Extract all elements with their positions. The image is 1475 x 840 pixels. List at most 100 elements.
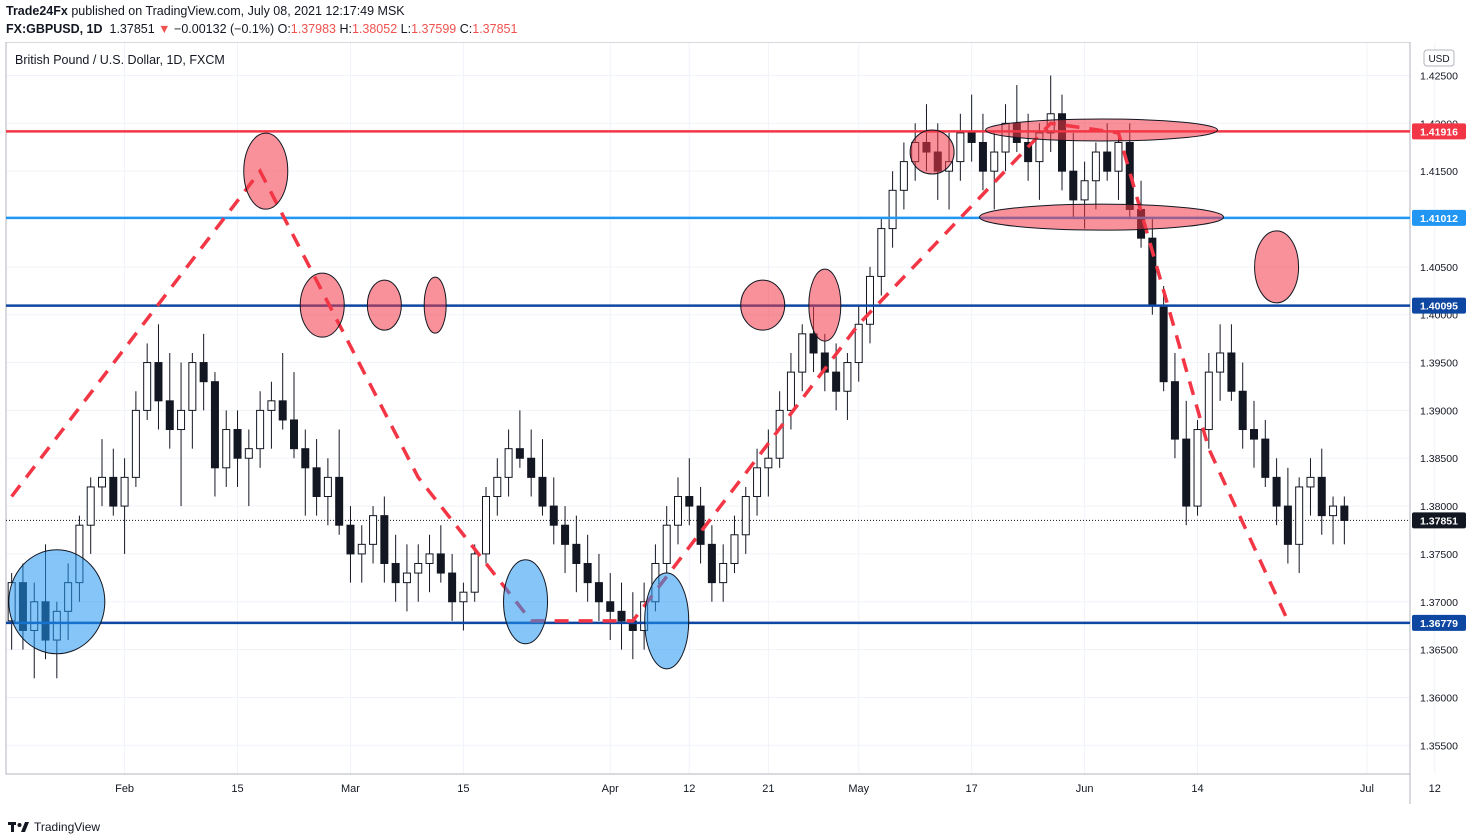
- candle-up: [481, 496, 491, 555]
- candle-up: [990, 151, 999, 172]
- high-label: H:: [339, 22, 352, 36]
- y-tick-label: 1.38500: [1420, 453, 1458, 465]
- close-label: C:: [459, 22, 473, 36]
- low-label: L:: [400, 22, 412, 36]
- last-price-tag: [1412, 512, 1466, 529]
- candle-down: [685, 496, 694, 507]
- y-tick-label: 1.38000: [1420, 501, 1458, 513]
- candle-up: [493, 476, 502, 498]
- close-value: 1.37851: [472, 22, 518, 36]
- x-tick-label: 12: [683, 783, 695, 795]
- chart-title: British Pound / U.S. Dollar, 1D, FXCM: [15, 53, 225, 67]
- candle-down: [109, 476, 118, 507]
- highlight-circle-red: [366, 279, 402, 331]
- candle-up: [1216, 352, 1225, 373]
- candle-up: [504, 448, 513, 478]
- level-tag-label: 1.40095: [1420, 301, 1458, 313]
- x-tick-label: 21: [762, 783, 774, 795]
- candle-down: [335, 476, 344, 526]
- candle-down: [696, 505, 705, 545]
- candle-down: [1249, 429, 1259, 440]
- candle-down: [1057, 113, 1067, 172]
- high-value: 1.38052: [351, 22, 398, 36]
- candle-down: [165, 400, 174, 431]
- candle-down: [1283, 505, 1292, 545]
- publisher-name[interactable]: Trade24Fx: [6, 4, 68, 18]
- candle-up: [1114, 141, 1123, 172]
- candle-down: [312, 467, 321, 498]
- candle-up: [1295, 486, 1304, 545]
- candle-down: [561, 524, 570, 545]
- x-tick-label: Jun: [1076, 783, 1094, 795]
- candle-up: [425, 553, 434, 564]
- footer-brand[interactable]: TradingView: [8, 820, 100, 834]
- candle-down: [1159, 304, 1168, 383]
- level-tag-label: 1.41012: [1420, 213, 1458, 225]
- candle-down: [1340, 505, 1349, 521]
- candle-down: [1317, 476, 1326, 517]
- candle-down: [1238, 390, 1247, 431]
- highlight-circle-blue: [503, 559, 549, 645]
- open-label: O:: [277, 22, 291, 36]
- price-chart[interactable]: British Pound / U.S. Dollar, 1D, FXCM 1.4…: [0, 42, 1475, 814]
- candle-up: [786, 371, 795, 411]
- candle-down: [617, 610, 626, 622]
- open-value: 1.37983: [290, 22, 336, 36]
- y-tick-label: 1.40500: [1420, 262, 1458, 274]
- candle-down: [448, 572, 457, 603]
- highlight-circle-blue: [8, 549, 106, 655]
- y-tick-label: 1.39000: [1420, 405, 1458, 417]
- level-tag: [1412, 614, 1466, 631]
- level-tag-label: 1.36779: [1420, 618, 1458, 630]
- x-tick-label: 14: [1191, 783, 1203, 795]
- x-tick-label: 15: [457, 783, 469, 795]
- candle-up: [730, 534, 739, 564]
- candle-down: [301, 448, 310, 469]
- candle-up: [1193, 429, 1202, 507]
- candle-down: [1103, 151, 1112, 172]
- candle-up: [244, 448, 253, 459]
- currency-label: USD: [1428, 54, 1449, 65]
- candle-down: [1024, 141, 1033, 163]
- candle-down: [527, 457, 536, 478]
- candle-down: [233, 429, 242, 459]
- y-tick-label: 1.36500: [1420, 645, 1458, 657]
- candle-down: [809, 333, 818, 354]
- candle-down: [1261, 438, 1270, 478]
- candle-down: [278, 400, 287, 421]
- highlight-circle-red: [808, 268, 842, 342]
- x-tick-label: 17: [966, 783, 978, 795]
- candle-up: [222, 429, 231, 469]
- candle-up: [899, 161, 908, 191]
- level-tag-label: 1.41916: [1420, 126, 1458, 138]
- candle-up: [1080, 180, 1089, 201]
- candle-up: [843, 362, 852, 392]
- candle-down: [436, 553, 445, 574]
- candle-up: [97, 476, 107, 488]
- x-tick-label: Mar: [341, 783, 360, 795]
- candle-down: [1170, 381, 1179, 440]
- candle-up: [86, 486, 95, 526]
- x-tick-label: May: [848, 783, 869, 795]
- candle-up: [1001, 122, 1010, 153]
- candle-up: [865, 275, 875, 325]
- y-tick-label: 1.41500: [1420, 166, 1458, 178]
- change-value: −0.00132 (−0.1%): [174, 22, 275, 36]
- x-tick-label: Apr: [602, 783, 619, 795]
- y-tick-label: 1.39500: [1420, 358, 1458, 370]
- candle-up: [956, 132, 965, 163]
- candle-down: [832, 371, 841, 392]
- highlight-circle-blue: [644, 572, 690, 670]
- candle-down: [289, 419, 299, 450]
- candle-up: [470, 553, 479, 593]
- candle-up: [188, 362, 197, 411]
- candle-down: [967, 132, 976, 143]
- candle-down: [820, 352, 829, 373]
- candle-down: [583, 562, 592, 584]
- last-price: 1.37851: [109, 22, 155, 36]
- candle-down: [549, 505, 558, 526]
- candle-down: [515, 448, 524, 459]
- candle-down: [346, 524, 355, 555]
- y-tick-label: 1.36000: [1420, 692, 1458, 704]
- candle-down: [572, 543, 581, 564]
